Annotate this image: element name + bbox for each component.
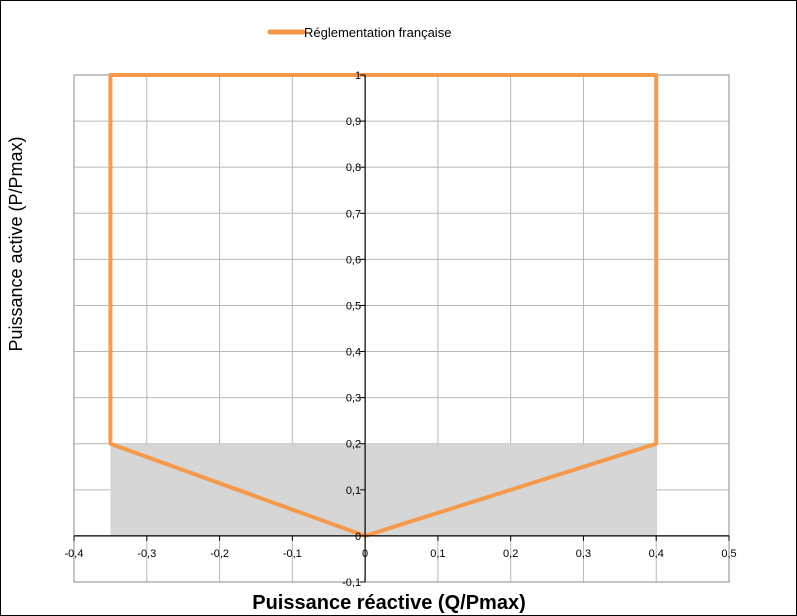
x-axis-label: Puissance réactive (Q/Pmax) — [252, 592, 525, 614]
y-tick-label: 0,7 — [346, 208, 361, 220]
x-tick-labels: -0,4 -0,3 -0,2 -0,1 0 0,1 0,2 0,3 0,4 0,5 — [65, 548, 737, 560]
series-group — [108, 73, 659, 538]
y-tick-label: 1 — [355, 70, 361, 82]
axes — [73, 74, 730, 583]
x-tick-label: 0,1 — [430, 548, 445, 560]
x-tick-label: -0,2 — [210, 548, 229, 560]
x-tick-label: 0,3 — [576, 548, 591, 560]
x-tick-label: 0,4 — [649, 548, 664, 560]
shaded-region — [110, 443, 657, 536]
y-tick-label: -0,1 — [342, 577, 361, 589]
y-tick-label: 0,8 — [346, 162, 361, 174]
x-tick-label: 0 — [362, 548, 368, 560]
y-tick-label: 0,9 — [346, 116, 361, 128]
x-tick-label: -0,1 — [283, 548, 302, 560]
x-tick-label: 0,2 — [503, 548, 518, 560]
legend-label: Réglementation française — [304, 25, 451, 40]
shaded-area — [110, 443, 657, 536]
y-tick-label: 0,3 — [346, 393, 361, 405]
y-tick-label: 0,6 — [346, 254, 361, 266]
x-tick-label: -0,3 — [137, 548, 156, 560]
series-line — [108, 73, 659, 538]
y-tick-label: 0,1 — [346, 485, 361, 497]
y-tick-label: 0,4 — [346, 347, 361, 359]
y-tick-label: 0,2 — [346, 439, 361, 451]
x-tick-label: 0,5 — [721, 548, 736, 560]
y-tick-label: 0 — [355, 531, 361, 543]
y-axis-label: Puissance active (P/Pmax) — [6, 136, 26, 351]
y-tick-labels: -0,1 0 0,1 0,2 0,3 0,4 0,5 0,6 0,7 0,8 0,9 1 — [342, 70, 361, 589]
y-tick-label: 0,5 — [346, 300, 361, 312]
legend: Réglementation française — [267, 25, 451, 40]
x-tick-label: -0,4 — [65, 548, 84, 560]
